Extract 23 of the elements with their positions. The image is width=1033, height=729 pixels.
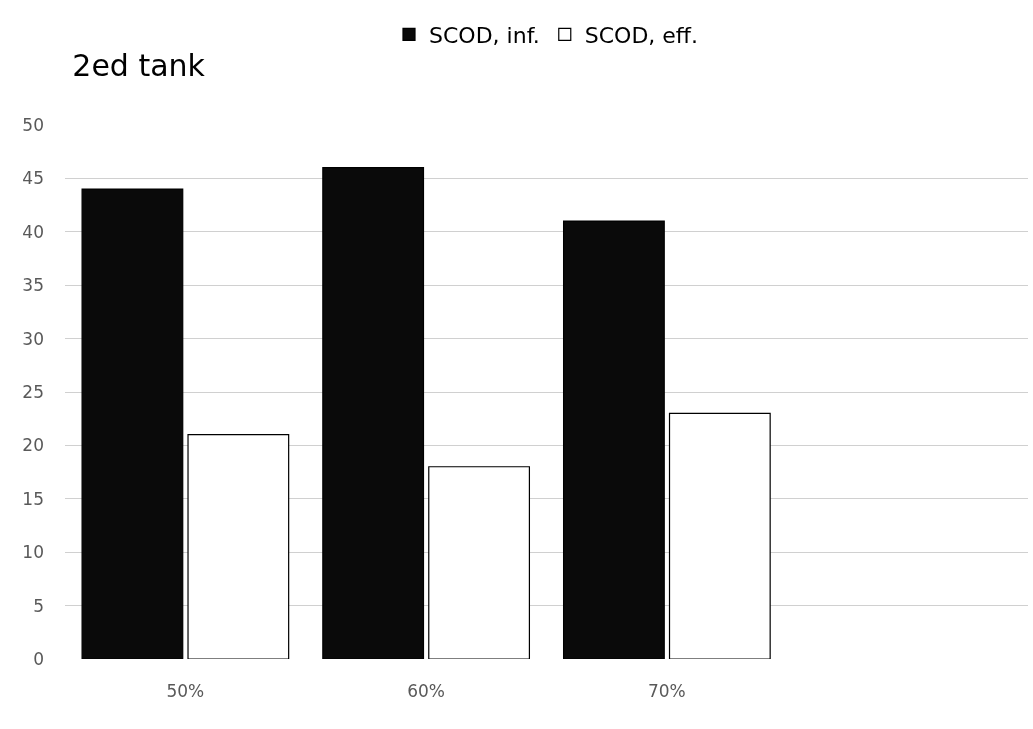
bar: [81, 188, 184, 659]
bar: [668, 412, 771, 659]
x-tick-label: 50%: [166, 681, 205, 701]
bar: [187, 434, 290, 659]
x-tick-label: 70%: [647, 681, 686, 701]
y-tick-label: 50: [22, 114, 44, 135]
legend-label: SCOD, eff.: [584, 22, 699, 48]
y-tick-label: 30: [22, 328, 44, 349]
y-tick-label: 40: [22, 221, 44, 242]
y-tick-label: 25: [22, 381, 44, 402]
x-tick-label: 60%: [407, 681, 446, 701]
y-tick-label: 10: [22, 542, 44, 563]
bar: [322, 167, 425, 659]
bar: [428, 466, 531, 659]
bar: [562, 220, 665, 659]
chart-title: 2ed tank: [72, 47, 206, 83]
legend-label: SCOD, inf.: [429, 22, 540, 48]
y-tick-label: 15: [22, 488, 44, 509]
y-tick-label: 45: [22, 168, 44, 189]
y-tick-label: 0: [33, 648, 44, 669]
y-tick-label: 5: [33, 595, 44, 616]
y-tick-label: 20: [22, 435, 44, 456]
y-tick-label: 35: [22, 275, 44, 296]
